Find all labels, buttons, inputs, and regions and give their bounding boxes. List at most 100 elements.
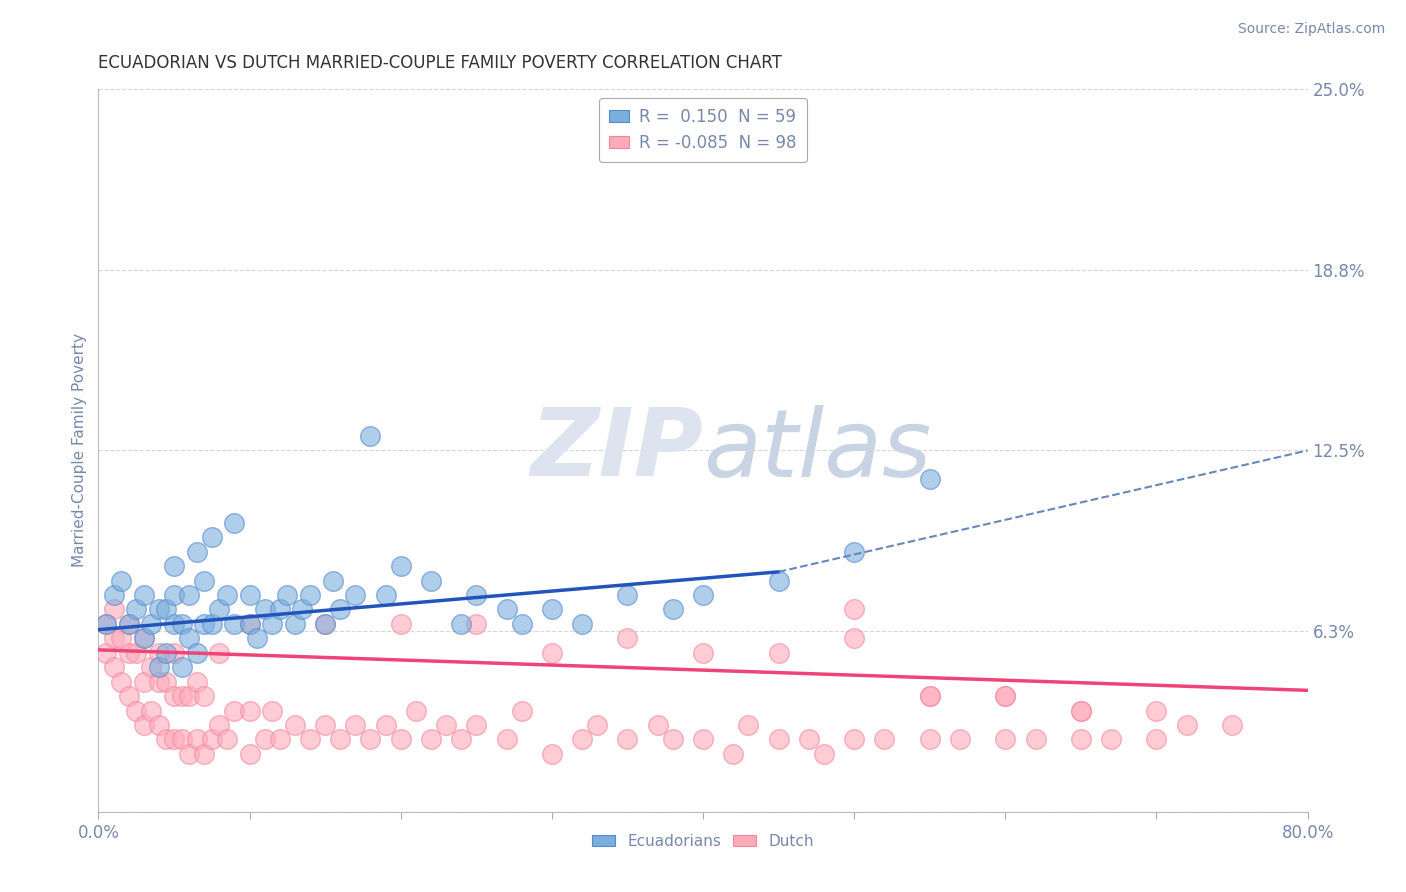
- Point: [141, 704, 163, 718]
- Point: [844, 544, 866, 558]
- Point: [616, 732, 638, 747]
- Point: [299, 588, 322, 602]
- Point: [118, 689, 141, 703]
- Point: [110, 632, 132, 646]
- Point: [94, 646, 117, 660]
- Point: [246, 632, 269, 646]
- Point: [918, 689, 941, 703]
- Point: [94, 616, 117, 631]
- Text: ZIP: ZIP: [530, 404, 703, 497]
- Point: [224, 616, 246, 631]
- Point: [1070, 732, 1092, 747]
- Point: [420, 574, 443, 588]
- Text: ECUADORIAN VS DUTCH MARRIED-COUPLE FAMILY POVERTY CORRELATION CHART: ECUADORIAN VS DUTCH MARRIED-COUPLE FAMIL…: [98, 54, 782, 72]
- Point: [118, 616, 141, 631]
- Text: Source: ZipAtlas.com: Source: ZipAtlas.com: [1237, 22, 1385, 37]
- Point: [208, 718, 231, 732]
- Point: [314, 616, 336, 631]
- Point: [163, 732, 186, 747]
- Point: [813, 747, 835, 761]
- Point: [141, 616, 163, 631]
- Point: [571, 616, 593, 631]
- Point: [141, 660, 163, 674]
- Point: [374, 588, 396, 602]
- Point: [148, 602, 170, 616]
- Point: [1024, 732, 1046, 747]
- Point: [103, 588, 125, 602]
- Point: [495, 602, 517, 616]
- Point: [118, 616, 141, 631]
- Point: [179, 588, 201, 602]
- Point: [450, 616, 472, 631]
- Point: [768, 574, 790, 588]
- Point: [344, 718, 367, 732]
- Point: [269, 732, 291, 747]
- Point: [132, 718, 155, 732]
- Point: [540, 747, 562, 761]
- Point: [239, 616, 262, 631]
- Point: [994, 689, 1017, 703]
- Point: [262, 704, 284, 718]
- Point: [465, 616, 488, 631]
- Point: [616, 588, 638, 602]
- Point: [329, 602, 352, 616]
- Text: atlas: atlas: [703, 405, 931, 496]
- Point: [844, 602, 866, 616]
- Point: [1175, 718, 1198, 732]
- Point: [163, 616, 186, 631]
- Point: [291, 602, 314, 616]
- Point: [186, 544, 208, 558]
- Point: [450, 732, 472, 747]
- Point: [239, 704, 262, 718]
- Point: [179, 747, 201, 761]
- Point: [148, 674, 170, 689]
- Point: [179, 632, 201, 646]
- Point: [389, 732, 412, 747]
- Point: [360, 429, 382, 443]
- Point: [103, 602, 125, 616]
- Point: [1070, 704, 1092, 718]
- Point: [322, 574, 344, 588]
- Point: [495, 732, 517, 747]
- Point: [239, 616, 262, 631]
- Point: [465, 588, 488, 602]
- Point: [692, 646, 714, 660]
- Point: [918, 689, 941, 703]
- Point: [918, 472, 941, 486]
- Point: [844, 632, 866, 646]
- Point: [389, 559, 412, 574]
- Point: [873, 732, 896, 747]
- Point: [314, 718, 336, 732]
- Y-axis label: Married-Couple Family Poverty: Married-Couple Family Poverty: [72, 334, 87, 567]
- Point: [844, 732, 866, 747]
- Point: [193, 689, 215, 703]
- Point: [103, 660, 125, 674]
- Point: [125, 602, 148, 616]
- Point: [1099, 732, 1122, 747]
- Point: [215, 732, 238, 747]
- Point: [737, 718, 759, 732]
- Point: [434, 718, 457, 732]
- Point: [193, 616, 215, 631]
- Point: [329, 732, 352, 747]
- Point: [132, 588, 155, 602]
- Point: [994, 689, 1017, 703]
- Point: [360, 732, 382, 747]
- Point: [163, 559, 186, 574]
- Point: [125, 704, 148, 718]
- Point: [186, 674, 208, 689]
- Point: [949, 732, 972, 747]
- Point: [994, 732, 1017, 747]
- Point: [420, 732, 443, 747]
- Point: [170, 660, 193, 674]
- Point: [110, 574, 132, 588]
- Point: [155, 732, 177, 747]
- Point: [299, 732, 322, 747]
- Point: [510, 616, 533, 631]
- Point: [201, 616, 224, 631]
- Point: [1144, 704, 1167, 718]
- Point: [179, 689, 201, 703]
- Point: [118, 646, 141, 660]
- Point: [284, 718, 307, 732]
- Point: [661, 732, 683, 747]
